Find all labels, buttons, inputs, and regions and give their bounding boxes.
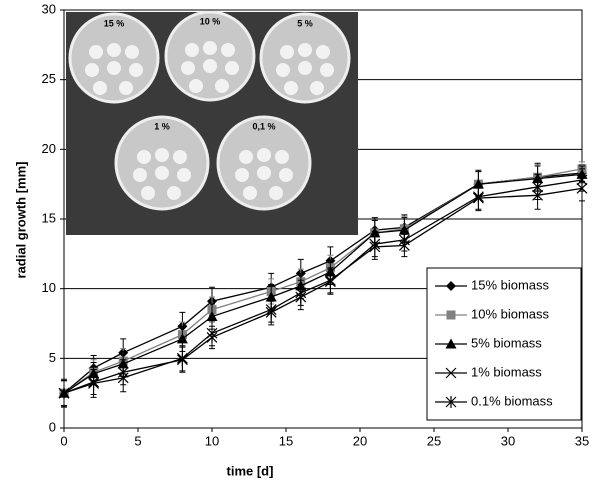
colony [316, 45, 330, 59]
y-tick-label: 25 [42, 71, 56, 86]
colony [225, 61, 239, 75]
colony [155, 148, 169, 162]
petri-dish [114, 115, 210, 211]
x-tick-label: 20 [353, 433, 367, 448]
petri-dish [216, 115, 312, 211]
legend: 15% biomass 10% biomass 5% biomass 1% bioma… [426, 267, 582, 421]
colony [85, 63, 99, 77]
legend-label: 0.1% biomass [471, 393, 553, 408]
colony [298, 43, 312, 57]
marker [88, 376, 100, 389]
inset-label: 10 % [200, 16, 221, 26]
colony [221, 43, 235, 57]
colony [107, 61, 121, 75]
legend-label: 1% biomass [471, 364, 542, 379]
marker [265, 306, 277, 319]
colony [269, 186, 283, 200]
colony [257, 166, 271, 180]
colony [133, 168, 147, 182]
marker [295, 291, 307, 304]
colony [276, 63, 290, 77]
colony [257, 148, 271, 162]
legend-label: 15% biomass [471, 277, 550, 292]
marker [206, 311, 218, 322]
x-tick-label: 10 [205, 433, 219, 448]
colony [284, 81, 298, 95]
y-tick-label: 0 [49, 419, 56, 434]
colony [141, 186, 155, 200]
colony [173, 150, 187, 164]
colony [125, 45, 139, 59]
colony [189, 79, 203, 93]
x-tick-label: 35 [575, 433, 589, 448]
colony [181, 61, 195, 75]
colony [320, 63, 334, 77]
marker [576, 173, 588, 186]
colony [89, 45, 103, 59]
legend-label: 5% biomass [471, 335, 542, 350]
y-tick-label: 30 [42, 1, 56, 16]
y-tick-label: 15 [42, 210, 56, 225]
legend-box [426, 267, 582, 421]
x-axis-label: time [d] [227, 463, 274, 478]
marker [398, 233, 410, 246]
colony [137, 150, 151, 164]
marker [532, 180, 544, 193]
marker [446, 281, 456, 291]
legend-label: 10% biomass [471, 306, 550, 321]
colony [155, 166, 169, 180]
x-tick-label: 15 [279, 433, 293, 448]
colony [310, 81, 324, 95]
colony [129, 63, 143, 77]
y-axis-label: radial growth [mm] [13, 161, 28, 278]
colony [280, 45, 294, 59]
colony [203, 59, 217, 73]
colony [279, 168, 293, 182]
inset-label: 15 % [104, 18, 125, 28]
plot-border [63, 9, 583, 429]
colony [185, 43, 199, 57]
y-tick-label: 20 [42, 141, 56, 156]
colony [298, 61, 312, 75]
y-tick-label: 5 [49, 350, 56, 365]
colony [203, 41, 217, 55]
marker [445, 396, 457, 408]
petri-dish [68, 12, 160, 104]
marker [472, 190, 484, 203]
marker [176, 333, 188, 344]
colony [243, 186, 257, 200]
inset-photo: 15 % 10 % 5 % 1 % 0,1 % [66, 10, 358, 235]
marker [446, 310, 456, 320]
x-tick-label: 25 [427, 433, 441, 448]
colony [93, 81, 107, 95]
marker [324, 275, 336, 288]
marker [445, 338, 457, 349]
marker [58, 387, 70, 400]
colony [167, 186, 181, 200]
marker [176, 353, 188, 366]
colony [239, 150, 253, 164]
colony [275, 150, 289, 164]
inset-label: 0,1 % [252, 121, 275, 131]
colony [119, 81, 133, 95]
marker [445, 367, 457, 379]
colony [215, 79, 229, 93]
marker [206, 331, 218, 344]
petri-dish [164, 10, 256, 102]
y-tick-label: 10 [42, 280, 56, 295]
x-tick-label: 30 [501, 433, 515, 448]
colony [177, 168, 191, 182]
marker [117, 366, 129, 379]
inset-label: 1 % [154, 121, 170, 131]
x-tick-label: 5 [134, 433, 141, 448]
inset-label: 5 % [297, 18, 313, 28]
marker [369, 238, 381, 251]
x-tick-label: 0 [60, 433, 67, 448]
colony [107, 43, 121, 57]
colony [235, 168, 249, 182]
petri-dish [259, 12, 351, 104]
